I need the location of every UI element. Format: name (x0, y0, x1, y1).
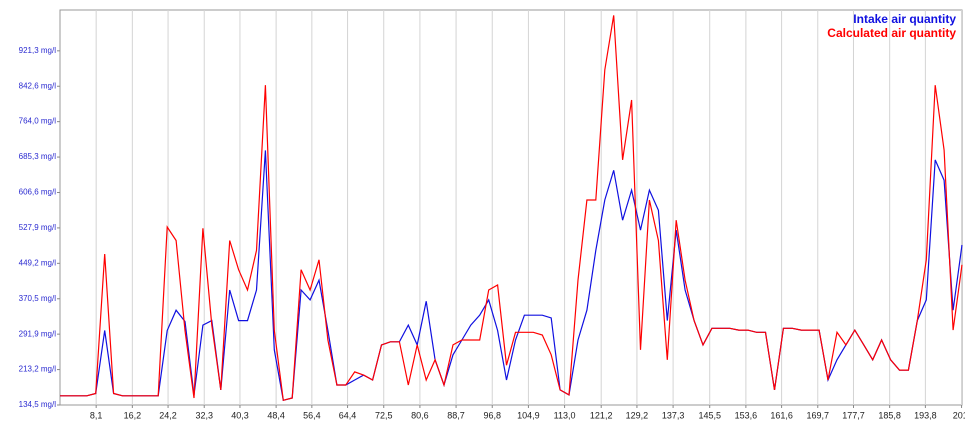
x-tick-label: 96,8 (483, 410, 501, 420)
x-tick-label: 88,7 (447, 410, 465, 420)
x-tick-label: 8,1 (90, 410, 103, 420)
y-tick-label: 291,9 mg/l (19, 329, 57, 338)
series-line (60, 15, 963, 402)
x-tick-label: 201, (953, 410, 965, 420)
legend-entry: Calculated air quantity (827, 26, 956, 40)
x-tick-label: 121,2 (590, 410, 613, 420)
y-tick-label: 213,2 mg/l (19, 365, 57, 374)
y-tick-label: 685,3 mg/l (19, 152, 57, 161)
y-tick-label: 527,9 mg/l (19, 223, 57, 232)
x-tick-label: 169,7 (807, 410, 830, 420)
y-tick-label: 449,2 mg/l (19, 258, 57, 267)
x-tick-label: 129,2 (626, 410, 649, 420)
x-tick-label: 177,7 (842, 410, 865, 420)
x-tick-label: 48,4 (267, 410, 285, 420)
y-tick-label: 134,5 mg/l (19, 400, 57, 409)
x-tick-label: 72,5 (375, 410, 393, 420)
x-tick-label: 113,0 (554, 410, 576, 420)
x-tick-label: 32,3 (195, 410, 213, 420)
plot-area (59, 9, 963, 406)
x-tick-label: 16,2 (124, 410, 142, 420)
x-tick-label: 64,4 (339, 410, 357, 420)
x-tick-label: 40,3 (231, 410, 249, 420)
y-tick-label: 370,5 mg/l (19, 294, 57, 303)
x-tick-label: 24,2 (159, 410, 177, 420)
x-tick-label: 145,5 (698, 410, 721, 420)
x-tick-label: 161,6 (770, 410, 793, 420)
x-tick-label: 185,8 (878, 410, 901, 420)
y-tick-label: 842,6 mg/l (19, 81, 57, 90)
x-tick-label: 80,6 (411, 410, 429, 420)
x-tick-label: 153,6 (735, 410, 758, 420)
x-tick-label: 193,8 (914, 410, 937, 420)
legend-entry: Intake air quantity (853, 12, 956, 26)
y-tick-label: 921,3 mg/l (19, 46, 57, 55)
x-tick-label: 137,3 (662, 410, 685, 420)
y-tick-label: 764,0 mg/l (19, 117, 57, 126)
y-tick-label: 606,6 mg/l (19, 188, 57, 197)
x-tick-label: 104,9 (517, 410, 540, 420)
x-tick-label: 56,4 (303, 410, 321, 420)
